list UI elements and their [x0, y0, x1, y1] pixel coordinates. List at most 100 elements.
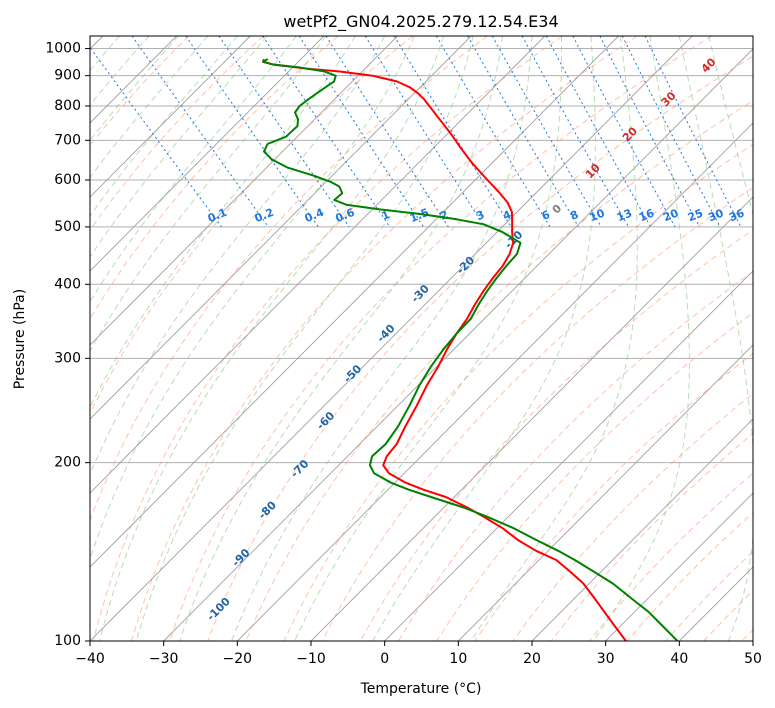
mixing-ratio-label: 2	[438, 208, 450, 223]
isotherm-line	[90, 36, 398, 346]
isotherm-line	[90, 36, 251, 198]
mixing-ratio-label: 20	[661, 206, 680, 224]
mixing-ratio-line	[644, 36, 742, 228]
isotherm-line	[752, 640, 753, 641]
isotherm-line	[90, 36, 546, 494]
isotherm-label: -30	[409, 282, 432, 306]
x-tick-label: −20	[223, 651, 253, 667]
mixing-ratio-line	[435, 36, 551, 228]
moist-adiabat	[678, 36, 753, 641]
mixing-ratio-label: 10	[588, 206, 607, 224]
moist-adiabat	[90, 36, 356, 409]
moist-adiabat	[90, 36, 386, 476]
background-grid	[90, 36, 753, 641]
y-tick-label: 500	[54, 219, 81, 235]
dry-adiabat	[474, 352, 753, 641]
isotherm-label: 10	[583, 161, 603, 181]
isotherm-line	[458, 344, 753, 641]
isotherm-line	[237, 122, 753, 641]
dry-adiabat	[321, 186, 753, 641]
plot-frame	[89, 35, 754, 642]
mixing-ratio-line	[621, 36, 721, 228]
moist-adiabat	[90, 36, 415, 561]
x-tick-label: −30	[149, 651, 179, 667]
y-tick-label: 600	[54, 172, 81, 188]
mixing-ratio-line	[90, 46, 222, 228]
mixing-ratio-label: 13	[615, 207, 634, 225]
dry-adiabat	[665, 550, 753, 641]
y-axis-label: Pressure (hPa)	[12, 289, 28, 389]
dry-adiabat	[92, 36, 563, 641]
moist-adiabat	[231, 36, 533, 641]
moist-adiabat	[470, 36, 638, 641]
isotherm-label: 0	[550, 202, 565, 217]
moist-adiabat	[90, 36, 268, 258]
mixing-ratio-label: 16	[637, 206, 656, 224]
x-tick-label: 0	[380, 651, 389, 667]
moist-adiabat	[90, 36, 327, 353]
dry-adiabat	[130, 36, 638, 641]
sounding-traces	[262, 58, 679, 641]
x-tick-label: 50	[744, 651, 762, 667]
moist-adiabat	[90, 36, 209, 179]
mixing-ratio-label: 1	[380, 208, 392, 223]
mixing-ratio-label: 8	[568, 208, 580, 223]
mixing-ratio-line	[364, 36, 486, 228]
mixing-ratio-label: 3	[474, 208, 486, 223]
dewpoint-trace	[262, 58, 679, 641]
x-tick-label: 30	[597, 651, 615, 667]
dry-adiabat	[512, 393, 753, 641]
isotherm-line	[90, 36, 472, 420]
y-tick-label: 900	[54, 68, 81, 84]
isotherm-line	[163, 48, 753, 641]
dry-adiabat	[741, 629, 753, 641]
dry-adiabat	[283, 143, 753, 641]
isotherm-line	[531, 418, 753, 641]
dry-adiabat	[245, 100, 753, 641]
isotherm-line	[90, 36, 325, 272]
moist-adiabat	[179, 36, 503, 641]
x-tick-label: −40	[75, 651, 105, 667]
dry-adiabat	[703, 590, 753, 641]
mixing-ratio-label: 0.6	[334, 206, 357, 225]
mixing-ratio-label: 36	[727, 206, 746, 224]
mixing-ratio-line	[545, 36, 652, 228]
y-axis: 1000 900 800 700 600 500 400 300 200 100	[45, 41, 90, 649]
x-tick-label: −10	[296, 651, 326, 667]
mixing-ratio-line	[491, 36, 602, 228]
moist-adiabat	[90, 36, 238, 217]
dry-adiabat	[207, 55, 753, 641]
isotherm-line	[384, 270, 753, 641]
moist-adiabat	[99, 36, 445, 641]
isotherm-line	[90, 36, 619, 568]
moist-adiabat	[294, 36, 562, 641]
mixing-ratio-line	[599, 36, 701, 228]
x-tick-label: 20	[523, 651, 541, 667]
mixing-ratio-line	[393, 36, 512, 228]
isotherm-label: -90	[229, 546, 252, 570]
isotherm-line	[90, 36, 693, 641]
mixing-ratio-label: 6	[540, 208, 552, 223]
mixing-ratio-line	[218, 36, 350, 228]
moist-adiabat	[593, 36, 690, 641]
y-tick-label: 800	[54, 98, 81, 114]
dry-adiabat	[588, 472, 753, 641]
y-tick-label: 400	[54, 276, 81, 292]
dry-adiabat	[90, 36, 339, 320]
isotherm-label: -100	[204, 595, 233, 624]
temperature-trace	[262, 58, 627, 641]
mixing-ratio-line	[521, 36, 630, 228]
x-tick-label: 10	[449, 651, 467, 667]
isotherm-line	[605, 492, 753, 641]
isotherm-label: -80	[256, 498, 279, 522]
mixing-ratio-line	[572, 36, 676, 228]
dry-adiabat	[90, 36, 414, 415]
y-tick-label: 100	[54, 633, 81, 649]
mixing-ratio-line	[467, 36, 580, 228]
dry-adiabat	[90, 36, 488, 522]
mixing-ratio-line	[185, 36, 319, 228]
isotherm-label: 20	[620, 124, 640, 144]
moist-adiabat	[372, 36, 596, 641]
mixing-ratio-label: 25	[686, 207, 705, 225]
